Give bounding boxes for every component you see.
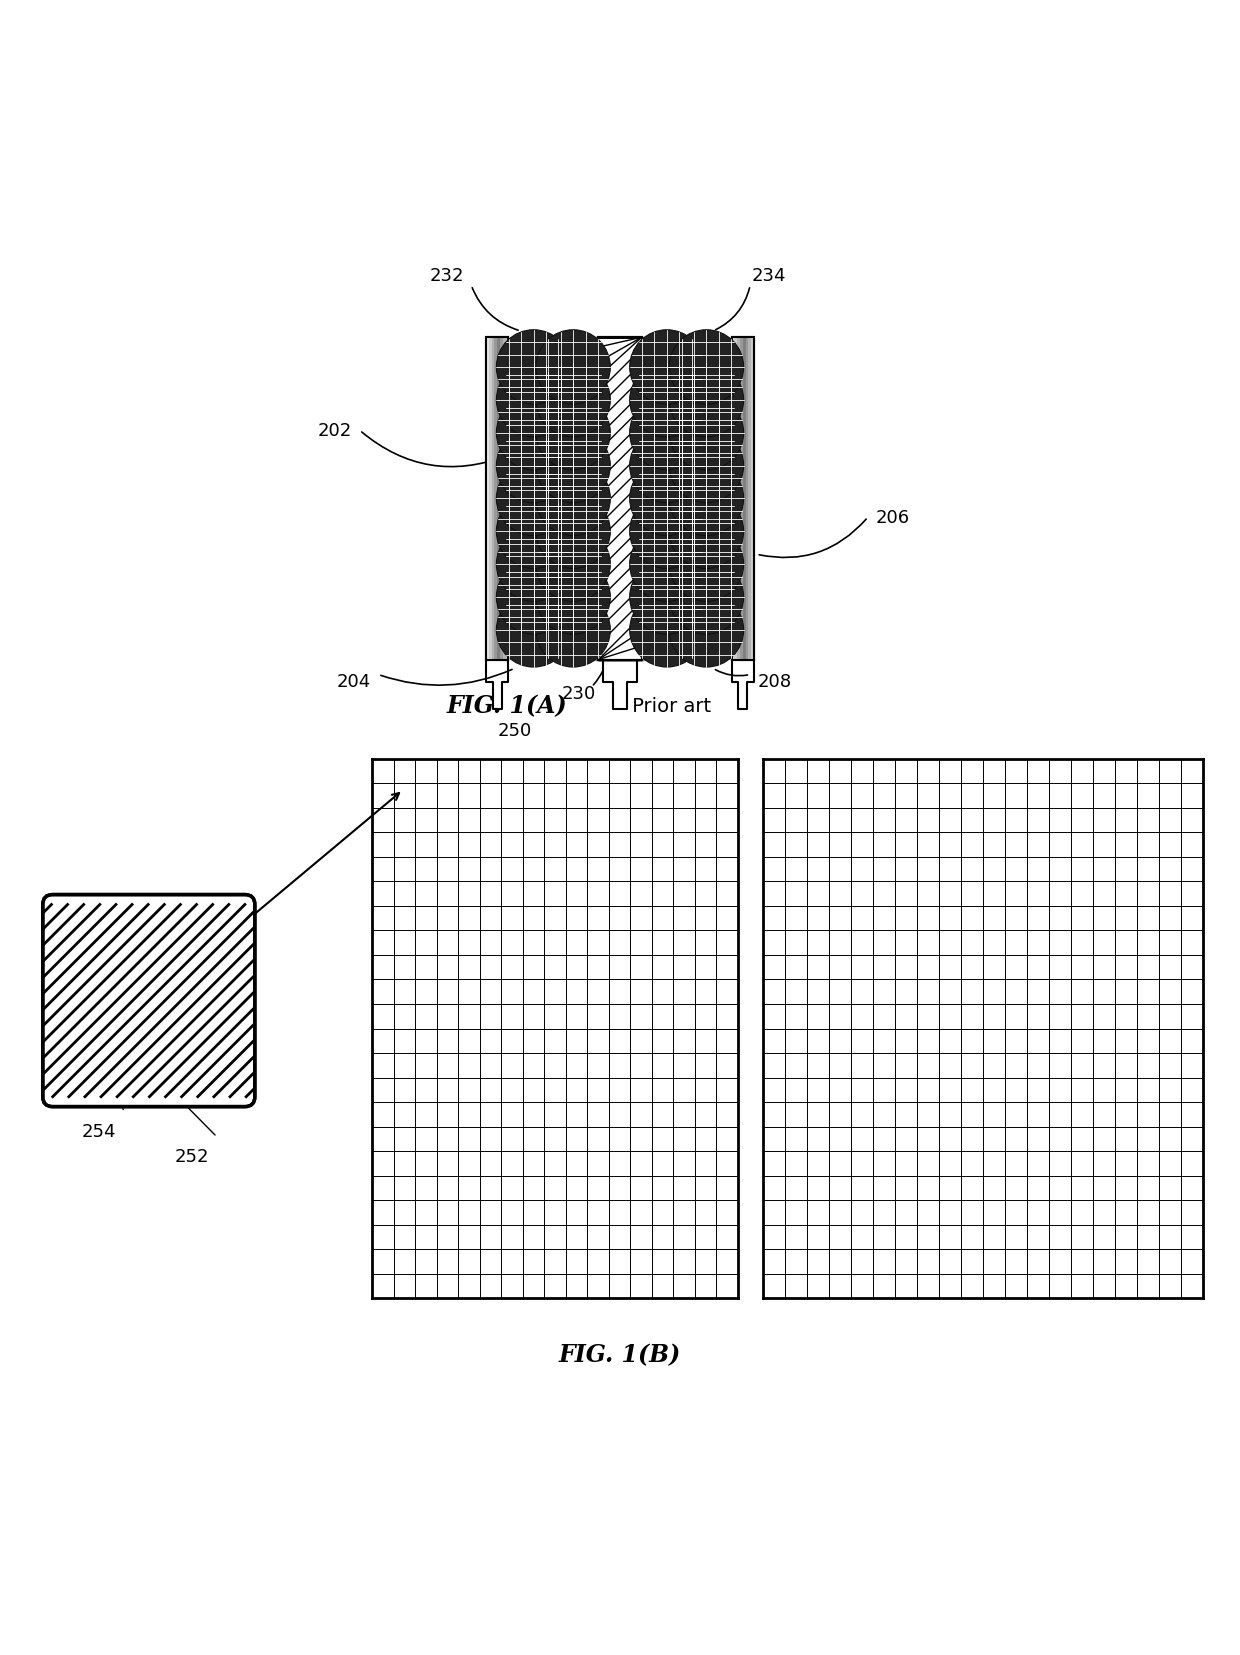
Bar <box>763 760 1203 1299</box>
Circle shape <box>496 364 570 439</box>
Text: 234: 234 <box>751 266 786 285</box>
Circle shape <box>670 429 744 503</box>
Bar <box>486 338 489 660</box>
Circle shape <box>670 462 744 536</box>
Text: 206: 206 <box>875 508 910 526</box>
Text: 208: 208 <box>758 672 792 690</box>
Text: FIG. 1(A): FIG. 1(A) <box>446 693 567 718</box>
Circle shape <box>536 462 610 536</box>
Circle shape <box>630 331 704 405</box>
Text: 252: 252 <box>175 1147 210 1165</box>
Circle shape <box>496 331 570 405</box>
Bar <box>748 338 751 660</box>
Circle shape <box>496 429 570 503</box>
Circle shape <box>670 495 744 569</box>
Circle shape <box>536 592 610 667</box>
Bar <box>489 338 491 660</box>
Text: 230: 230 <box>562 685 596 703</box>
Bar <box>495 338 497 660</box>
Circle shape <box>536 495 610 569</box>
Bar <box>486 338 508 660</box>
Bar <box>372 760 738 1299</box>
Text: Prior art: Prior art <box>626 697 712 715</box>
Circle shape <box>536 331 610 405</box>
Circle shape <box>496 462 570 536</box>
Circle shape <box>670 592 744 667</box>
Circle shape <box>630 429 704 503</box>
Bar <box>598 338 642 660</box>
Circle shape <box>670 331 744 405</box>
Bar <box>732 338 734 660</box>
Circle shape <box>630 364 704 439</box>
Bar <box>743 338 745 660</box>
Bar <box>740 338 743 660</box>
Circle shape <box>536 429 610 503</box>
Bar <box>732 338 754 660</box>
Bar <box>585 338 598 660</box>
Circle shape <box>536 396 610 470</box>
Bar <box>500 338 502 660</box>
Bar <box>745 338 748 660</box>
Text: 254: 254 <box>82 1122 117 1140</box>
Circle shape <box>630 396 704 470</box>
Circle shape <box>670 396 744 470</box>
Circle shape <box>630 495 704 569</box>
Circle shape <box>670 528 744 602</box>
Bar <box>497 338 500 660</box>
Text: 204: 204 <box>336 672 371 690</box>
Bar <box>751 338 754 660</box>
Bar <box>642 338 655 660</box>
Text: 232: 232 <box>429 266 464 285</box>
Circle shape <box>536 364 610 439</box>
Circle shape <box>630 592 704 667</box>
Text: FIG. 1(B): FIG. 1(B) <box>559 1342 681 1365</box>
Bar <box>486 338 508 660</box>
Circle shape <box>496 495 570 569</box>
Bar <box>734 338 737 660</box>
FancyBboxPatch shape <box>42 895 255 1107</box>
Bar <box>503 338 506 660</box>
Bar <box>737 338 740 660</box>
Circle shape <box>536 528 610 602</box>
Text: 250: 250 <box>497 722 532 740</box>
Circle shape <box>670 364 744 439</box>
Circle shape <box>630 561 704 636</box>
Circle shape <box>496 528 570 602</box>
Circle shape <box>630 528 704 602</box>
Circle shape <box>670 561 744 636</box>
Circle shape <box>496 592 570 667</box>
Bar <box>491 338 495 660</box>
Circle shape <box>630 462 704 536</box>
Bar <box>732 338 754 660</box>
Circle shape <box>536 561 610 636</box>
Circle shape <box>496 396 570 470</box>
Bar <box>506 338 508 660</box>
Text: 202: 202 <box>317 422 352 440</box>
Bar <box>598 338 642 660</box>
Circle shape <box>496 561 570 636</box>
